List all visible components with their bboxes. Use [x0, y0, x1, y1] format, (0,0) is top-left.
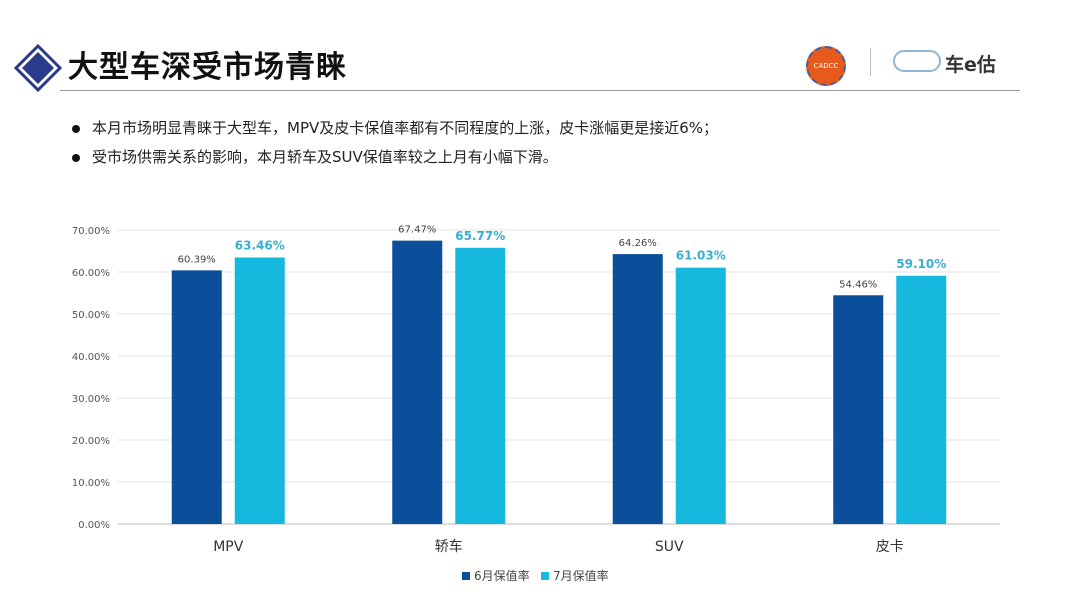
bar	[171, 270, 222, 524]
data-label: 59.10%	[896, 257, 946, 271]
y-tick-label: 30.00%	[72, 394, 110, 405]
bullet-item: 本月市场明显青睐于大型车，MPV及皮卡保值率都有不同程度的上涨，皮卡涨幅更是接近…	[72, 117, 718, 138]
y-tick-label: 70.00%	[72, 226, 110, 237]
data-label: 63.46%	[235, 238, 285, 252]
bar	[675, 267, 726, 524]
bar	[612, 254, 663, 524]
x-tick-label: MPV	[213, 539, 244, 555]
x-tick-label: SUV	[655, 539, 684, 555]
data-label: 64.26%	[619, 238, 657, 249]
y-tick-label: 60.00%	[72, 268, 110, 279]
legend-label: 6月保值率	[474, 568, 530, 583]
bullet-text: 本月市场明显青睐于大型车，MPV及皮卡保值率都有不同程度的上涨，皮卡涨幅更是接近…	[92, 119, 719, 137]
x-tick-label: 轿车	[435, 538, 463, 555]
y-tick-label: 40.00%	[72, 352, 110, 363]
bar	[392, 240, 443, 524]
diamond-icon	[14, 44, 62, 92]
bar	[896, 275, 947, 524]
data-label: 65.77%	[455, 229, 505, 243]
bullet-text: 受市场供需关系的影响，本月轿车及SUV保值率较之上月有小幅下滑。	[92, 148, 558, 166]
divider	[870, 48, 871, 76]
y-tick-label: 50.00%	[72, 310, 110, 321]
data-label: 54.46%	[839, 279, 877, 290]
data-label: 67.47%	[398, 225, 436, 236]
cadcc-logo: CADCC	[806, 46, 846, 86]
x-tick-label: 皮卡	[876, 539, 904, 555]
y-tick-label: 10.00%	[72, 478, 110, 489]
brand-logo: 车e估	[945, 54, 996, 76]
bar	[234, 257, 285, 524]
data-label: 60.39%	[178, 254, 216, 265]
page-title: 大型车深受市场青睐	[68, 50, 347, 85]
y-tick-label: 0.00%	[78, 520, 110, 531]
data-label: 61.03%	[676, 249, 726, 263]
legend-swatch	[541, 572, 549, 580]
bullet-item: 受市场供需关系的影响，本月轿车及SUV保值率较之上月有小幅下滑。	[72, 146, 558, 167]
bar	[833, 295, 884, 524]
legend-label: 7月保值率	[553, 568, 609, 583]
cloud-car-icon	[893, 50, 941, 72]
bar	[455, 247, 506, 525]
header-divider	[60, 90, 1020, 91]
y-tick-label: 20.00%	[72, 436, 110, 447]
legend-swatch	[462, 572, 470, 580]
